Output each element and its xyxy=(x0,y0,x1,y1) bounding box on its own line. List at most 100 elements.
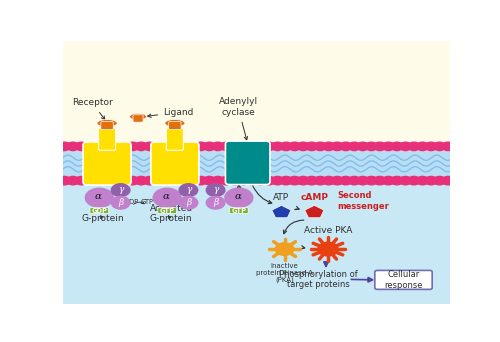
Circle shape xyxy=(160,176,173,185)
Circle shape xyxy=(246,142,258,150)
Text: Adenylyl
cyclase: Adenylyl cyclase xyxy=(218,97,258,140)
Text: GDP: GDP xyxy=(124,198,138,205)
Circle shape xyxy=(348,176,360,185)
Circle shape xyxy=(416,142,428,150)
Circle shape xyxy=(382,176,394,185)
Text: Activated
G-protein: Activated G-protein xyxy=(150,204,192,223)
Circle shape xyxy=(112,196,130,209)
Text: Ligand: Ligand xyxy=(148,108,194,117)
Circle shape xyxy=(297,142,310,150)
Circle shape xyxy=(408,142,420,150)
Circle shape xyxy=(297,176,310,185)
Circle shape xyxy=(110,176,122,185)
FancyBboxPatch shape xyxy=(226,141,270,185)
Circle shape xyxy=(382,142,394,150)
FancyBboxPatch shape xyxy=(101,122,114,130)
Text: GTP: GTP xyxy=(140,198,153,205)
Circle shape xyxy=(331,142,344,150)
Bar xyxy=(62,150,450,304)
Text: Inactive
protein kinase A
(PKA): Inactive protein kinase A (PKA) xyxy=(256,263,313,283)
Circle shape xyxy=(203,176,215,185)
Circle shape xyxy=(179,184,198,196)
Circle shape xyxy=(318,242,338,256)
Circle shape xyxy=(118,142,130,150)
Circle shape xyxy=(178,176,190,185)
Circle shape xyxy=(112,184,130,196)
Circle shape xyxy=(425,142,437,150)
Circle shape xyxy=(390,142,403,150)
Text: γ: γ xyxy=(213,185,218,194)
Circle shape xyxy=(238,142,250,150)
Text: β: β xyxy=(186,198,191,207)
Text: G-protein: G-protein xyxy=(82,214,124,223)
Circle shape xyxy=(374,176,386,185)
Circle shape xyxy=(169,142,181,150)
Circle shape xyxy=(416,176,428,185)
Circle shape xyxy=(306,142,318,150)
Circle shape xyxy=(220,176,232,185)
Circle shape xyxy=(228,142,241,150)
Circle shape xyxy=(152,142,164,150)
Circle shape xyxy=(58,176,70,185)
Circle shape xyxy=(126,142,139,150)
Ellipse shape xyxy=(130,113,146,120)
Circle shape xyxy=(194,176,207,185)
Circle shape xyxy=(442,142,454,150)
Text: α: α xyxy=(94,193,102,201)
Circle shape xyxy=(434,176,446,185)
Circle shape xyxy=(280,176,292,185)
Circle shape xyxy=(220,142,232,150)
FancyBboxPatch shape xyxy=(90,208,108,213)
FancyBboxPatch shape xyxy=(230,208,248,213)
Circle shape xyxy=(212,142,224,150)
Text: β: β xyxy=(213,198,218,207)
Text: Second
messenger: Second messenger xyxy=(338,191,390,211)
Circle shape xyxy=(84,142,96,150)
Circle shape xyxy=(399,142,411,150)
Polygon shape xyxy=(272,205,291,218)
Circle shape xyxy=(118,176,130,185)
Circle shape xyxy=(212,176,224,185)
FancyBboxPatch shape xyxy=(133,115,143,122)
Circle shape xyxy=(254,142,266,150)
Circle shape xyxy=(86,188,114,207)
Circle shape xyxy=(84,176,96,185)
Ellipse shape xyxy=(97,119,117,127)
Circle shape xyxy=(225,188,253,207)
FancyBboxPatch shape xyxy=(158,208,176,213)
Circle shape xyxy=(275,243,294,255)
Text: Active PKA: Active PKA xyxy=(304,226,352,235)
Circle shape xyxy=(288,176,301,185)
FancyBboxPatch shape xyxy=(168,122,181,130)
Circle shape xyxy=(228,176,241,185)
Text: cAMP: cAMP xyxy=(300,193,328,202)
Circle shape xyxy=(58,142,70,150)
Circle shape xyxy=(322,176,335,185)
Circle shape xyxy=(92,142,104,150)
Circle shape xyxy=(194,142,207,150)
Circle shape xyxy=(101,142,114,150)
Circle shape xyxy=(67,176,79,185)
Circle shape xyxy=(179,196,198,209)
Circle shape xyxy=(331,176,344,185)
Circle shape xyxy=(348,142,360,150)
Bar xyxy=(62,150,450,176)
Text: γ: γ xyxy=(118,185,124,194)
Circle shape xyxy=(144,142,156,150)
Circle shape xyxy=(306,176,318,185)
Text: β: β xyxy=(118,198,123,207)
Text: Phosphorylation of
target proteins: Phosphorylation of target proteins xyxy=(279,269,357,289)
Circle shape xyxy=(314,142,326,150)
Circle shape xyxy=(169,176,181,185)
Ellipse shape xyxy=(165,119,185,127)
Circle shape xyxy=(135,176,147,185)
Circle shape xyxy=(390,176,403,185)
Circle shape xyxy=(399,176,411,185)
Circle shape xyxy=(135,142,147,150)
Circle shape xyxy=(67,142,79,150)
Circle shape xyxy=(110,142,122,150)
Circle shape xyxy=(92,176,104,185)
Text: γ: γ xyxy=(186,185,191,194)
Circle shape xyxy=(365,142,378,150)
Circle shape xyxy=(280,142,292,150)
